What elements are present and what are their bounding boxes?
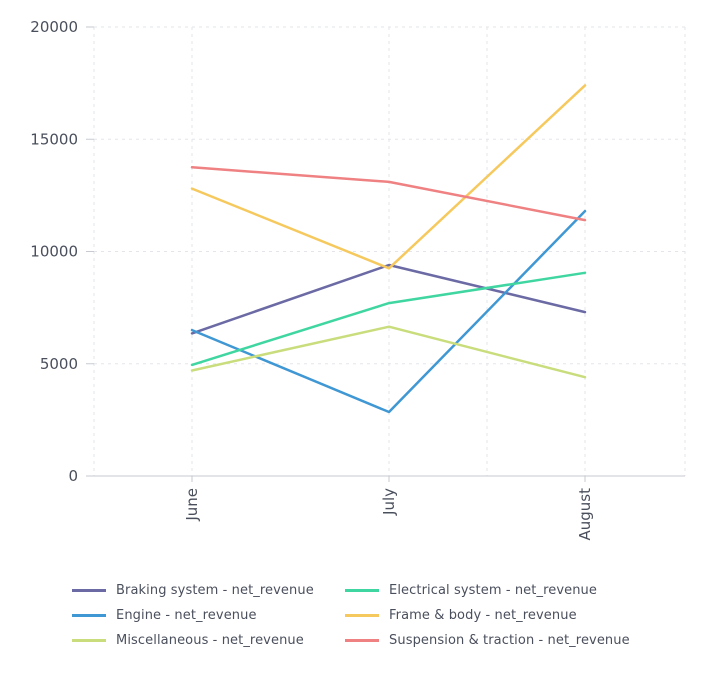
series-line-3[interactable] <box>190 271 587 367</box>
y-tick-label: 5000 <box>40 355 78 373</box>
x-tick-label: June <box>183 488 201 522</box>
legend-item[interactable]: Engine - net_revenue <box>72 606 345 625</box>
legend-swatch <box>345 589 379 592</box>
x-tick-label: August <box>576 488 594 541</box>
y-tick-label: 10000 <box>30 243 78 261</box>
series-line-2[interactable] <box>190 325 587 379</box>
legend-label: Suspension & traction - net_revenue <box>389 633 630 648</box>
series-line-5[interactable] <box>190 166 587 222</box>
series-line-4[interactable] <box>190 84 587 270</box>
legend-item[interactable]: Frame & body - net_revenue <box>345 606 645 625</box>
legend-swatch <box>72 639 106 642</box>
series-lines <box>190 84 587 414</box>
legend-item[interactable]: Suspension & traction - net_revenue <box>345 631 645 650</box>
legend-label: Braking system - net_revenue <box>116 583 314 598</box>
series-line-0[interactable] <box>190 263 587 335</box>
x-axis: June July August <box>86 475 685 541</box>
legend-item[interactable]: Braking system - net_revenue <box>72 581 345 600</box>
legend-item[interactable]: Electrical system - net_revenue <box>345 581 645 600</box>
legend-label: Frame & body - net_revenue <box>389 608 577 623</box>
legend-item[interactable]: Miscellaneous - net_revenue <box>72 631 345 650</box>
legend-swatch <box>72 589 106 592</box>
legend-label: Miscellaneous - net_revenue <box>116 633 304 648</box>
legend-swatch <box>72 614 106 617</box>
x-tick-label: July <box>380 488 398 516</box>
legend: Braking system - net_revenue Electrical s… <box>72 581 672 650</box>
legend-swatch <box>345 639 379 642</box>
y-tick-label: 0 <box>68 467 78 485</box>
legend-label: Electrical system - net_revenue <box>389 583 597 598</box>
y-axis: 0 5000 10000 15000 20000 <box>30 18 94 485</box>
y-tick-label: 20000 <box>30 18 78 36</box>
grid-lines <box>93 26 686 476</box>
series-line-1[interactable] <box>190 209 587 414</box>
legend-swatch <box>345 614 379 617</box>
legend-label: Engine - net_revenue <box>116 608 257 623</box>
y-tick-label: 15000 <box>30 130 78 148</box>
